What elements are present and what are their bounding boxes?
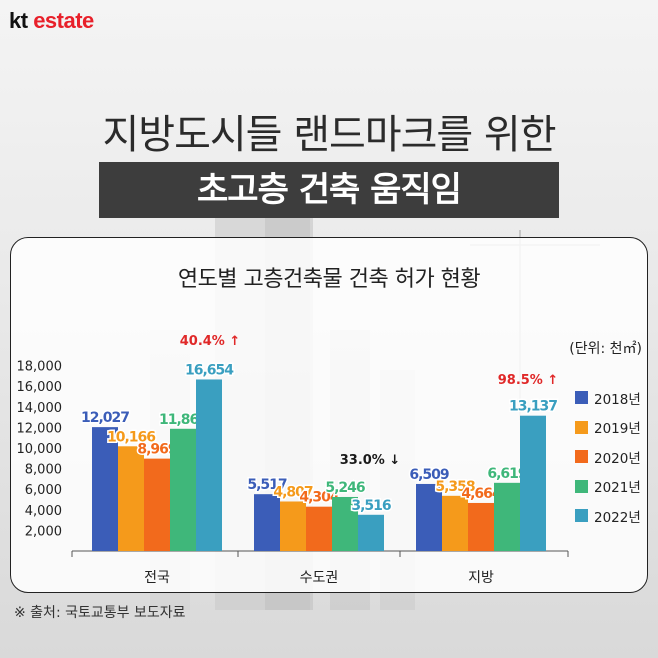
legend-label: 2019년 (594, 421, 641, 438)
bar-value-label: 5,358 (435, 479, 475, 495)
legend-label: 2022년 (594, 509, 641, 526)
bar (280, 501, 306, 551)
legend-item: 2020년 (575, 442, 641, 472)
bar (358, 514, 384, 551)
bar (416, 483, 442, 551)
legend-swatch (575, 420, 588, 434)
bar (254, 494, 280, 551)
y-tick-label: 6,000 (25, 483, 62, 498)
source-note: ※ 출처: 국토교통부 보도자료 (14, 605, 186, 621)
legend-item: 2021년 (575, 472, 641, 502)
y-tick-label: 4,000 (25, 504, 62, 519)
bar (520, 415, 546, 551)
bar (494, 482, 520, 551)
bar-value-label: 8,969 (137, 442, 177, 458)
bar-value-label: 4,807 (273, 484, 313, 500)
bar (468, 502, 494, 551)
bar-value-label: 6,619 (487, 466, 527, 482)
bar (332, 496, 358, 551)
bar-value-label: 4,664 (461, 486, 502, 502)
change-annotation: 98.5% ↑ (498, 373, 559, 388)
legend-swatch (575, 509, 588, 523)
bar-value-label: 6,509 (409, 467, 449, 483)
headline-line1: 지방도시들 랜드마크를 위한 (102, 112, 556, 158)
y-tick-label: 10,000 (17, 442, 63, 457)
bar-value-label: 10,166 (107, 429, 155, 445)
legend-item: 2019년 (575, 413, 641, 443)
change-annotation: 40.4% ↑ (180, 334, 241, 349)
bar-value-label: 5,517 (247, 477, 287, 493)
category-label: 지방 (468, 570, 494, 586)
chart-title: 연도별 고층건축물 건축 허가 현황 (177, 267, 481, 292)
unit-label: (단위: 천㎡) (569, 341, 642, 357)
legend-label: 2020년 (594, 450, 641, 467)
bar (306, 506, 332, 551)
category-label: 수도권 (300, 570, 339, 586)
bar (196, 379, 222, 551)
legend-swatch (575, 479, 588, 493)
category-label: 전국 (144, 570, 170, 586)
bar (92, 427, 118, 551)
legend-label: 2018년 (594, 391, 641, 408)
change-annotation: 33.0% ↓ (340, 453, 401, 468)
chart-legend: 2018년 2019년 2020년 2021년 2022년 (575, 383, 641, 531)
bar (170, 428, 196, 551)
y-tick-label: 8,000 (25, 463, 62, 478)
legend-item: 2022년 (575, 501, 641, 531)
kt-estate-logo: kt estate (9, 8, 94, 33)
y-tick-label: 16,000 (17, 380, 63, 395)
bar-value-label: 16,654 (185, 362, 234, 378)
bar-value-label: 3,516 (351, 498, 391, 514)
bar (118, 446, 144, 551)
bar-value-label: 4,304 (299, 490, 340, 506)
bar (442, 495, 468, 551)
legend-label: 2021년 (594, 480, 641, 497)
bar-value-label: 5,246 (325, 480, 365, 496)
headline-banner: 초고층 건축 움직임 (99, 162, 559, 218)
y-tick-label: 2,000 (25, 524, 62, 539)
y-tick-label: 18,000 (17, 360, 63, 375)
y-tick-label: 12,000 (17, 421, 63, 436)
bar-value-label: 13,137 (509, 399, 557, 415)
legend-swatch (575, 450, 588, 464)
y-tick-label: 14,000 (17, 401, 63, 416)
bar (144, 458, 170, 551)
bar-value-label: 12,027 (81, 410, 129, 426)
legend-item: 2018년 (575, 383, 641, 413)
legend-swatch (575, 391, 588, 405)
